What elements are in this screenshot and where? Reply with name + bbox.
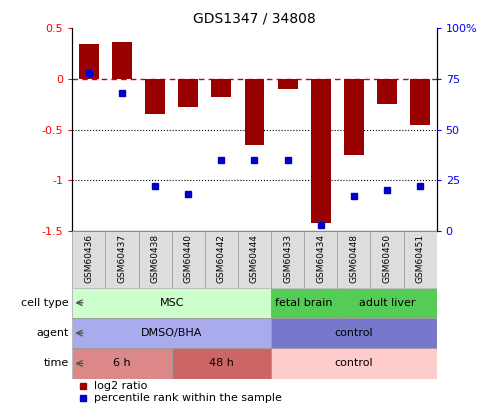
Bar (410, 79, 430, 125)
Text: time: time (44, 358, 69, 369)
Text: GSM60450: GSM60450 (382, 234, 391, 283)
Bar (337, 288, 437, 318)
Text: GSM60451: GSM60451 (416, 234, 425, 283)
Bar (337, 231, 370, 288)
Bar (370, 231, 404, 288)
Bar (344, 79, 364, 155)
Bar (79, 44, 99, 79)
Bar (271, 231, 304, 288)
Bar (404, 231, 437, 288)
Text: GSM60442: GSM60442 (217, 234, 226, 283)
Bar (72, 318, 271, 348)
Bar (172, 348, 271, 379)
Title: GDS1347 / 34808: GDS1347 / 34808 (193, 12, 316, 26)
Bar (72, 348, 172, 379)
Text: 6 h: 6 h (113, 358, 131, 369)
Bar (271, 318, 437, 348)
Text: agent: agent (36, 328, 69, 338)
Text: control: control (334, 358, 373, 369)
Text: GSM60433: GSM60433 (283, 234, 292, 283)
Bar (304, 231, 337, 288)
Text: control: control (334, 328, 373, 338)
Bar (205, 231, 238, 288)
Bar (172, 231, 205, 288)
Bar (271, 348, 437, 379)
Bar (271, 288, 337, 318)
Bar (245, 79, 264, 145)
Bar (72, 288, 271, 318)
Bar (72, 348, 172, 379)
Text: GSM60444: GSM60444 (250, 234, 259, 283)
Text: adult liver: adult liver (359, 298, 415, 308)
Bar (337, 288, 437, 318)
Text: GSM60437: GSM60437 (118, 234, 127, 283)
Bar (72, 288, 271, 318)
Text: fetal brain: fetal brain (275, 298, 333, 308)
Text: GSM60434: GSM60434 (316, 234, 325, 283)
Text: MSC: MSC (160, 298, 184, 308)
Bar (112, 42, 132, 79)
Bar (271, 318, 437, 348)
Bar (139, 231, 172, 288)
Text: log2 ratio: log2 ratio (94, 381, 148, 391)
Bar (238, 231, 271, 288)
Text: cell type: cell type (21, 298, 69, 308)
Text: percentile rank within the sample: percentile rank within the sample (94, 392, 282, 403)
Text: 48 h: 48 h (209, 358, 234, 369)
Bar (377, 79, 397, 104)
Bar (145, 79, 165, 115)
Text: GSM60448: GSM60448 (349, 234, 358, 283)
Text: GSM60436: GSM60436 (84, 234, 93, 283)
Bar (212, 79, 232, 97)
Text: DMSO/BHA: DMSO/BHA (141, 328, 203, 338)
Bar (277, 79, 297, 89)
Bar (72, 231, 105, 288)
Bar (172, 348, 271, 379)
Bar (72, 318, 271, 348)
Bar (178, 79, 198, 107)
Bar (271, 288, 337, 318)
Bar (311, 79, 331, 223)
Text: GSM60438: GSM60438 (151, 234, 160, 283)
Bar (105, 231, 139, 288)
Bar (271, 348, 437, 379)
Text: GSM60440: GSM60440 (184, 234, 193, 283)
